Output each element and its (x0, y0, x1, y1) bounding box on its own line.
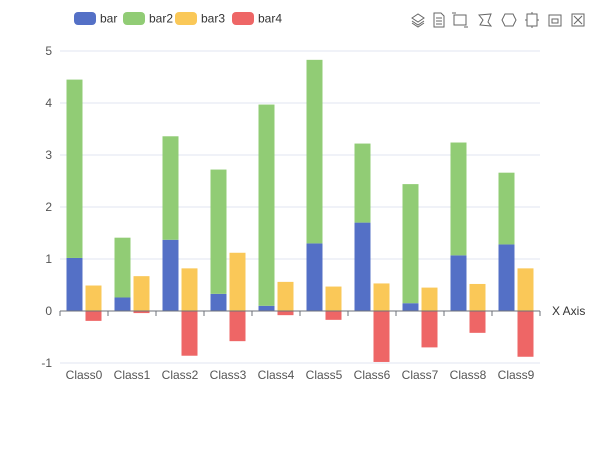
legend-item-bar3[interactable]: bar3 (175, 12, 225, 26)
bar-bar2-class2[interactable] (162, 136, 179, 240)
x-tick-label: Class8 (450, 368, 487, 382)
legend-swatch (175, 12, 197, 25)
x-tick-label: Class0 (66, 368, 103, 382)
bar-bar-class2[interactable] (162, 239, 179, 311)
bar-bar4-class1[interactable] (133, 311, 150, 314)
bar-bar3-class3[interactable] (229, 252, 246, 311)
bar-bar3-class1[interactable] (133, 276, 150, 311)
bar-bar3-class4[interactable] (277, 281, 294, 311)
bar-bar-class3[interactable] (210, 293, 227, 311)
bar-bar2-class5[interactable] (306, 59, 323, 244)
x-tick-label: Class7 (402, 368, 439, 382)
bar-bar3-class0[interactable] (85, 285, 102, 311)
x-tick-label: Class6 (354, 368, 391, 382)
bar-bar2-class1[interactable] (114, 237, 131, 298)
bar-bar3-class5[interactable] (325, 286, 342, 311)
y-tick-label: 2 (45, 200, 52, 214)
bar-bar-class1[interactable] (114, 297, 131, 311)
toolbox (409, 11, 587, 29)
y-tick-label: 4 (45, 96, 52, 110)
x-tick-label: Class3 (210, 368, 247, 382)
legend-label: bar2 (149, 12, 173, 26)
bar-bar2-class6[interactable] (354, 143, 371, 223)
x-tick-label: Class2 (162, 368, 199, 382)
bar-bar3-class2[interactable] (181, 268, 198, 311)
bar-bar4-class5[interactable] (325, 311, 342, 320)
legend-swatch (74, 12, 96, 25)
legend-item-bar2[interactable]: bar2 (123, 12, 173, 26)
legend-item-bar4[interactable]: bar4 (232, 12, 282, 26)
bars (66, 59, 534, 362)
x-tick-label: Class9 (498, 368, 535, 382)
bar-bar3-class7[interactable] (421, 287, 438, 311)
bar-bar4-class0[interactable] (85, 311, 102, 321)
legend-label: bar4 (258, 12, 282, 26)
x-tick-label: Class4 (258, 368, 295, 382)
legend-label: bar3 (201, 12, 225, 26)
legend-swatch (123, 12, 145, 25)
bar-bar2-class8[interactable] (450, 142, 467, 256)
bar-bar-class8[interactable] (450, 255, 467, 311)
data-view-icon[interactable] (430, 11, 448, 29)
legend: bar bar2 bar3 bar4 (74, 12, 282, 26)
bar-bar4-class3[interactable] (229, 311, 246, 342)
bar-bar4-class6[interactable] (373, 311, 390, 362)
bar-bar3-class9[interactable] (517, 268, 534, 311)
bar-bar-class4[interactable] (258, 305, 275, 311)
restore-icon[interactable] (546, 11, 564, 29)
x-axis-name: X Axis (552, 304, 585, 318)
bar-bar3-class8[interactable] (469, 283, 486, 311)
bar-bar3-class6[interactable] (373, 283, 390, 311)
axes: -1 0 1 2 3 4 5 Class0 Class1 Class2 Class3 Class4 Cl… (41, 44, 585, 382)
bar-bar4-class8[interactable] (469, 311, 486, 333)
bar-bar-class6[interactable] (354, 222, 371, 311)
lasso-select-icon[interactable] (476, 11, 494, 29)
save-image-icon[interactable] (569, 11, 587, 29)
y-tick-label: 5 (45, 44, 52, 58)
bar-bar2-class9[interactable] (498, 172, 515, 245)
bar-bar-class0[interactable] (66, 257, 83, 311)
bar-bar2-class0[interactable] (66, 79, 83, 258)
bar-bar2-class3[interactable] (210, 169, 227, 294)
stack-icon[interactable] (409, 11, 427, 29)
x-tick-label: Class1 (114, 368, 151, 382)
grid-lines (60, 50, 540, 364)
legend-item-bar[interactable]: bar (74, 12, 117, 26)
x-tick-label: Class5 (306, 368, 343, 382)
keep-selection-icon[interactable] (500, 11, 518, 29)
bar-bar4-class7[interactable] (421, 311, 438, 348)
bar-bar2-class4[interactable] (258, 104, 275, 306)
rect-select-icon[interactable] (451, 11, 469, 29)
y-tick-label: 0 (45, 304, 52, 318)
bar-bar-class5[interactable] (306, 243, 323, 311)
legend-swatch (232, 12, 254, 25)
bar-bar4-class9[interactable] (517, 311, 534, 357)
y-tick-label: 1 (45, 252, 52, 266)
bar-bar-class9[interactable] (498, 244, 515, 311)
bar-bar2-class7[interactable] (402, 184, 419, 304)
y-tick-label: -1 (41, 356, 52, 370)
bar-bar4-class2[interactable] (181, 311, 198, 356)
bar-bar4-class4[interactable] (277, 311, 294, 316)
bar-bar-class7[interactable] (402, 303, 419, 311)
legend-label: bar (100, 12, 117, 26)
y-tick-label: 3 (45, 148, 52, 162)
clear-selection-icon[interactable] (523, 11, 541, 29)
